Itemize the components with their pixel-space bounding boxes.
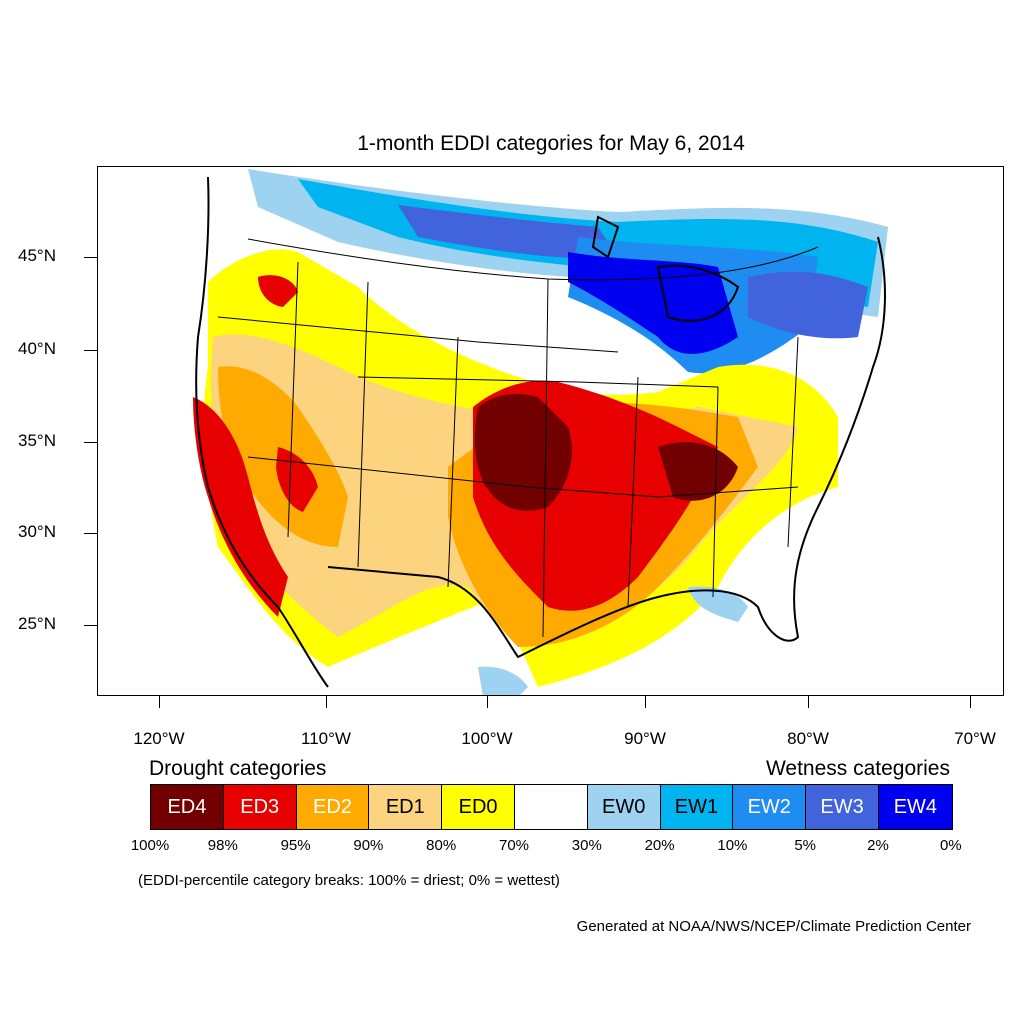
- west-coast-ed3-region: [193, 397, 288, 617]
- lon-label-120w: 120°W: [133, 729, 185, 748]
- lat-tick: [84, 442, 97, 443]
- legend-box-ed1: ED1: [369, 785, 443, 829]
- ew3-patch-east: [748, 271, 868, 339]
- wetness-categories-heading: Wetness categories: [765, 757, 950, 780]
- legend-box-ew3: EW3: [806, 785, 879, 829]
- legend-box-ed4: ED4: [151, 785, 224, 829]
- percentile-break-label: 80%: [426, 837, 457, 854]
- percentile-break-label: 10%: [717, 837, 748, 854]
- ohio-valley-ed4-region: [658, 442, 738, 501]
- lon-label-100w: 100°W: [461, 729, 513, 748]
- lon-label-70w: 70°W: [954, 729, 996, 748]
- lon-tick: [326, 696, 327, 708]
- drought-categories-heading: Drought categories: [149, 757, 327, 780]
- lon-tick: [808, 696, 809, 708]
- map-title: 1-month EDDI categories for May 6, 2014: [357, 132, 745, 155]
- canada-ew3-region: [398, 205, 618, 259]
- map-panel: [97, 166, 1004, 696]
- category-breaks-footnote: (EDDI-percentile category breaks: 100% =…: [138, 872, 560, 889]
- legend-box-ew0: EW0: [587, 785, 661, 829]
- legend-box-ew1: EW1: [660, 785, 734, 829]
- percentile-break-label: 100%: [130, 837, 170, 854]
- percentile-break-label: 20%: [644, 837, 675, 854]
- lat-label-30n: 30°N: [18, 522, 56, 541]
- legend-color-bar: ED4 ED3 ED2 ED1 ED0 EW0 EW1 EW2 EW3 EW4: [150, 784, 953, 830]
- lat-label-25n: 25°N: [18, 614, 56, 633]
- eddi-map: [193, 169, 888, 695]
- percentile-break-label: 90%: [353, 837, 384, 854]
- lat-label-40n: 40°N: [18, 339, 56, 358]
- florida-ew0-region: [688, 586, 748, 622]
- nevada-ed3-region: [276, 447, 318, 512]
- plains-ed4-region: [474, 394, 572, 511]
- legend-box-ed2: ED2: [296, 785, 370, 829]
- legend-box-ew4: EW4: [878, 785, 952, 829]
- lat-tick: [84, 350, 97, 351]
- lat-label-35n: 35°N: [18, 431, 56, 450]
- lat-tick: [84, 257, 97, 258]
- lon-label-110w: 110°W: [301, 729, 351, 748]
- legend-box-normal: [514, 785, 588, 829]
- percentile-break-label: 95%: [280, 837, 311, 854]
- legend-box-ed3: ED3: [223, 785, 297, 829]
- lon-tick: [487, 696, 488, 708]
- lon-label-80w: 80°W: [787, 729, 829, 748]
- lon-tick: [159, 696, 160, 708]
- percentile-break-label: 0%: [939, 837, 962, 854]
- percentile-break-label: 70%: [498, 837, 530, 854]
- percentile-break-label: 30%: [571, 837, 602, 854]
- state-borders: [217, 238, 819, 638]
- lon-tick: [970, 696, 971, 708]
- mexico-ew0-region: [478, 666, 528, 695]
- lat-label-45n: 45°N: [18, 246, 56, 265]
- coastline: [195, 176, 886, 688]
- oregon-ed3-region: [258, 275, 298, 307]
- lat-tick: [84, 533, 97, 534]
- legend-box-ew2: EW2: [733, 785, 807, 829]
- percentile-break-label: 2%: [867, 837, 889, 854]
- legend-box-ed0: ED0: [442, 785, 515, 829]
- great-lakes-ew4-region: [568, 252, 738, 354]
- percentile-break-label: 98%: [207, 837, 238, 854]
- lon-tick: [645, 696, 646, 708]
- lat-tick: [84, 625, 97, 626]
- percentile-break-label: 5%: [794, 837, 817, 854]
- credit-line: Generated at NOAA/NWS/NCEP/Climate Predi…: [576, 918, 971, 935]
- lon-label-90w: 90°W: [624, 729, 666, 748]
